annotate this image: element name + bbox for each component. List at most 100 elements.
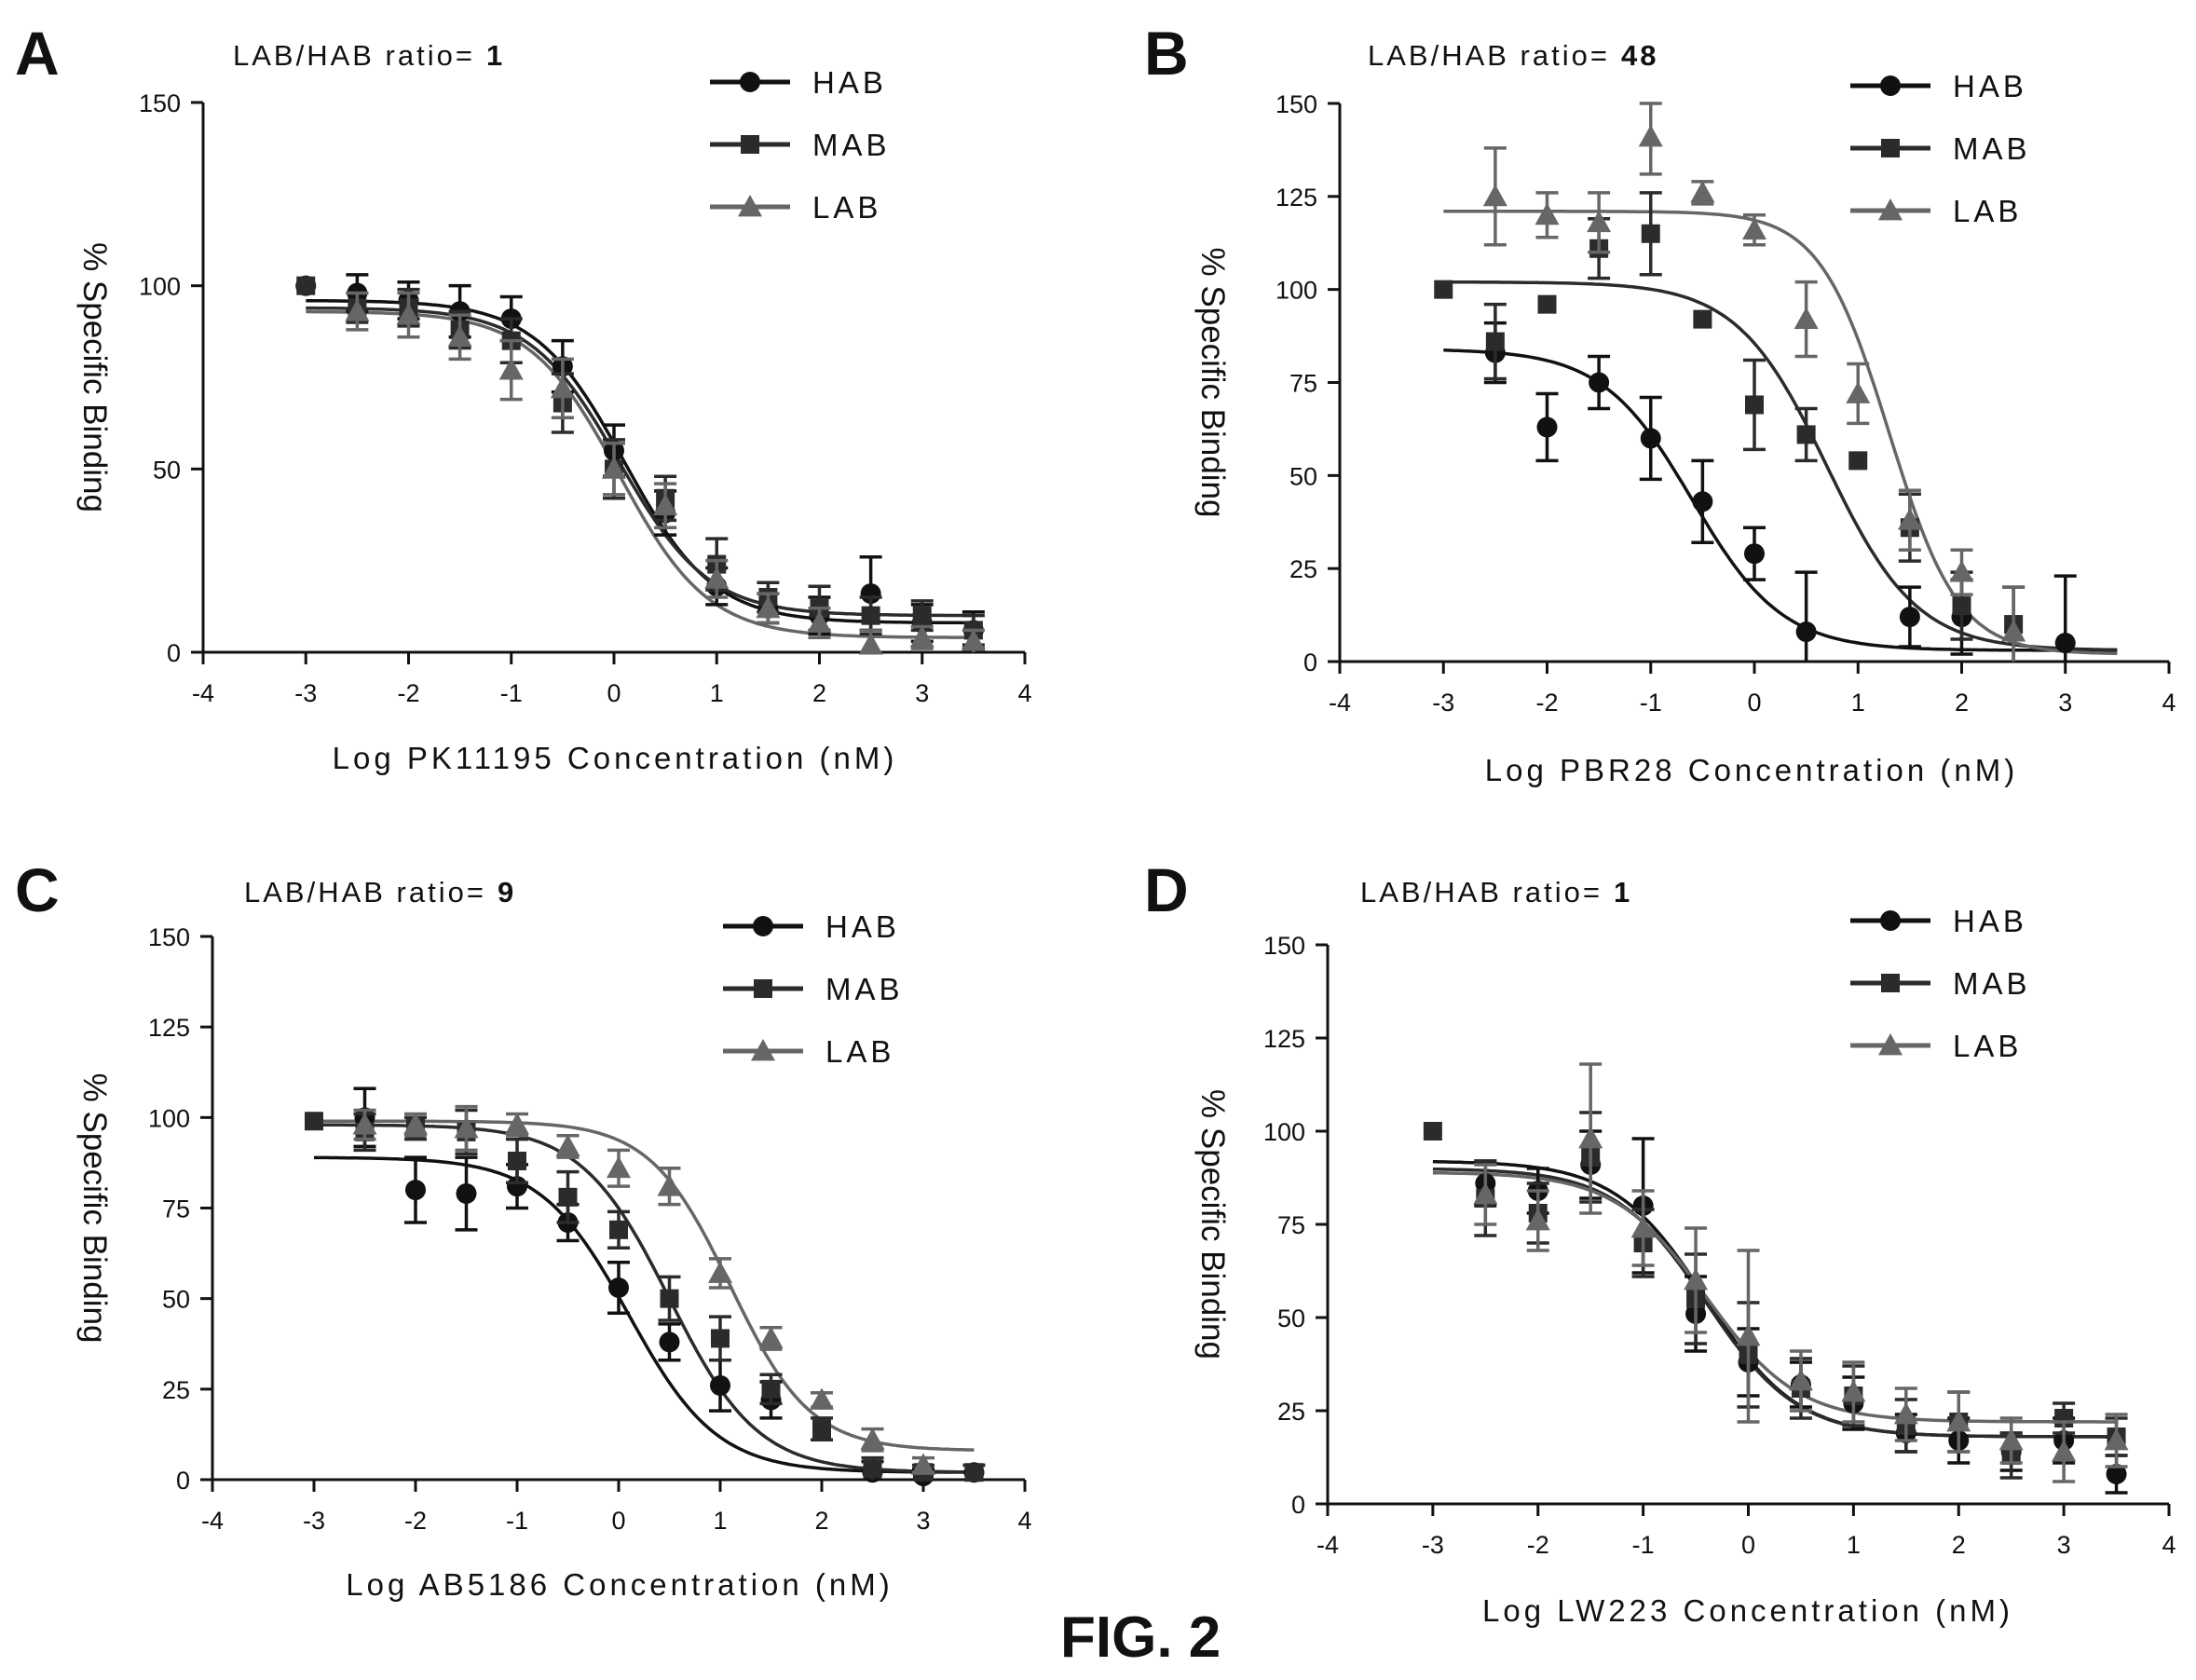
legend: HAB MAB LAB	[710, 65, 887, 225]
x-tick-label: 1	[710, 679, 724, 707]
data-point-lab	[1946, 1410, 1971, 1432]
data-point-hab	[2106, 1464, 2127, 1484]
ratio-label: LAB/HAB ratio= 1	[1360, 876, 1632, 908]
legend-label: HAB	[1953, 904, 2027, 938]
data-point-lab	[447, 324, 472, 348]
fit-curve-mab	[1432, 1167, 2117, 1439]
data-point-mab	[912, 606, 932, 625]
ratio-label-text: LAB/HAB ratio=	[244, 876, 486, 908]
legend-marker-mab	[741, 135, 759, 154]
fit-curve-lab	[1432, 1170, 2117, 1424]
data-point-mab	[1952, 596, 1971, 616]
data-point-lab	[911, 1453, 935, 1475]
fit-curve-hab	[1432, 1159, 2117, 1439]
y-axis-label: % Specific Binding	[1194, 248, 1231, 518]
data-point-lab	[1949, 560, 1974, 582]
ratio-label: LAB/HAB ratio= 48	[1368, 39, 1658, 72]
ratio-label-text: LAB/HAB ratio=	[1368, 39, 1610, 72]
figure-caption: FIG. 2	[1060, 1605, 1221, 1670]
data-point-mab	[761, 1379, 781, 1399]
y-tick-label: 25	[162, 1376, 190, 1404]
x-tick-label: -1	[1640, 689, 1662, 717]
data-point-lab	[1482, 184, 1507, 207]
legend-marker-lab	[1878, 198, 1903, 221]
y-tick-label: 100	[139, 273, 181, 301]
data-point-hab	[1589, 372, 1610, 393]
data-point-lab	[498, 358, 524, 380]
x-tick-label: 4	[1017, 679, 1031, 707]
y-tick-label: 75	[1289, 370, 1317, 398]
data-point-mab	[711, 1329, 730, 1348]
y-tick-label: 0	[1291, 1491, 1305, 1519]
x-tick-label: 2	[814, 1507, 828, 1535]
y-axis-label: % Specific Binding	[76, 1073, 113, 1344]
data-point-lab	[1525, 1209, 1550, 1231]
x-tick-label: -2	[397, 679, 419, 707]
fit-curve-mab	[1443, 280, 2118, 652]
data-point-lab	[345, 299, 370, 321]
data-point-lab	[1684, 1268, 1709, 1291]
x-tick-label: 4	[2162, 689, 2176, 717]
y-tick-label: 150	[1263, 932, 1305, 960]
y-tick-label: 150	[148, 923, 190, 951]
ratio-value: 1	[1614, 876, 1632, 908]
x-tick-label: 1	[1851, 689, 1865, 717]
data-point-lab	[1893, 1402, 1918, 1425]
plot-area: -4 -3 -2 -1 0 1 2 3 4 0 25 50 75 100 125 150	[1263, 932, 2176, 1559]
data-point-mab	[1745, 395, 1764, 415]
data-point-lab	[858, 633, 883, 655]
data-point-lab	[602, 457, 626, 479]
data-point-mab	[1434, 280, 1453, 299]
data-point-hab	[710, 1374, 730, 1396]
data-point-lab	[607, 1155, 631, 1179]
fit-curve-hab	[314, 1155, 975, 1474]
y-tick-label: 50	[153, 456, 181, 484]
y-tick-label: 75	[162, 1195, 190, 1223]
x-tick-label: 0	[607, 679, 621, 707]
legend-marker-mab	[1881, 139, 1900, 157]
data-point-lab	[1788, 1369, 1813, 1391]
data-point-hab	[405, 1180, 426, 1201]
data-point-hab	[2054, 633, 2076, 654]
data-point-lab	[396, 303, 421, 325]
x-tick-label: -2	[1535, 689, 1558, 717]
y-tick-label: 25	[1277, 1398, 1305, 1426]
y-tick-label: 50	[162, 1286, 190, 1314]
data-point-lab	[2104, 1428, 2129, 1451]
data-point-hab	[659, 1332, 680, 1353]
data-point-mab	[1423, 1122, 1442, 1140]
fit-curve-hab	[306, 298, 974, 625]
x-tick-label: 3	[915, 679, 929, 707]
legend-marker-hab	[1880, 910, 1901, 931]
data-point-hab	[1640, 428, 1661, 449]
fit-curve-lab	[314, 1119, 975, 1452]
ratio-label-text: LAB/HAB ratio=	[233, 39, 475, 72]
data-point-lab	[1587, 210, 1612, 233]
data-point-lab	[1841, 1380, 1866, 1402]
data-point-mab	[1848, 451, 1868, 471]
x-tick-label: -3	[294, 679, 317, 707]
data-point-lab	[807, 610, 832, 633]
data-point-mab	[609, 1220, 628, 1239]
legend-label: LAB	[825, 1034, 894, 1069]
panel-a: A LAB/HAB ratio= 1 -4 -3 -2 -1 0 1 2 3 4 0 50 100 150…	[15, 19, 1032, 775]
data-point-lab	[1742, 217, 1766, 240]
data-point-mab	[1693, 309, 1712, 329]
y-tick-label: 50	[1277, 1304, 1305, 1332]
x-tick-label: 3	[2057, 1531, 2071, 1559]
fit-curve-mab	[306, 306, 974, 618]
data-point-hab	[608, 1277, 629, 1299]
data-point-hab	[1536, 417, 1558, 438]
panel-letter: C	[15, 855, 60, 924]
data-point-mab	[296, 276, 316, 295]
data-point-lab	[1638, 124, 1663, 147]
x-tick-label: -1	[500, 679, 523, 707]
data-point-lab	[653, 493, 678, 516]
data-point-lab	[403, 1113, 428, 1135]
y-tick-label: 0	[167, 639, 181, 667]
data-point-mab	[1537, 294, 1557, 314]
x-tick-label: 2	[812, 679, 826, 707]
x-tick-label: -2	[1527, 1531, 1549, 1559]
data-point-lab	[756, 595, 781, 619]
